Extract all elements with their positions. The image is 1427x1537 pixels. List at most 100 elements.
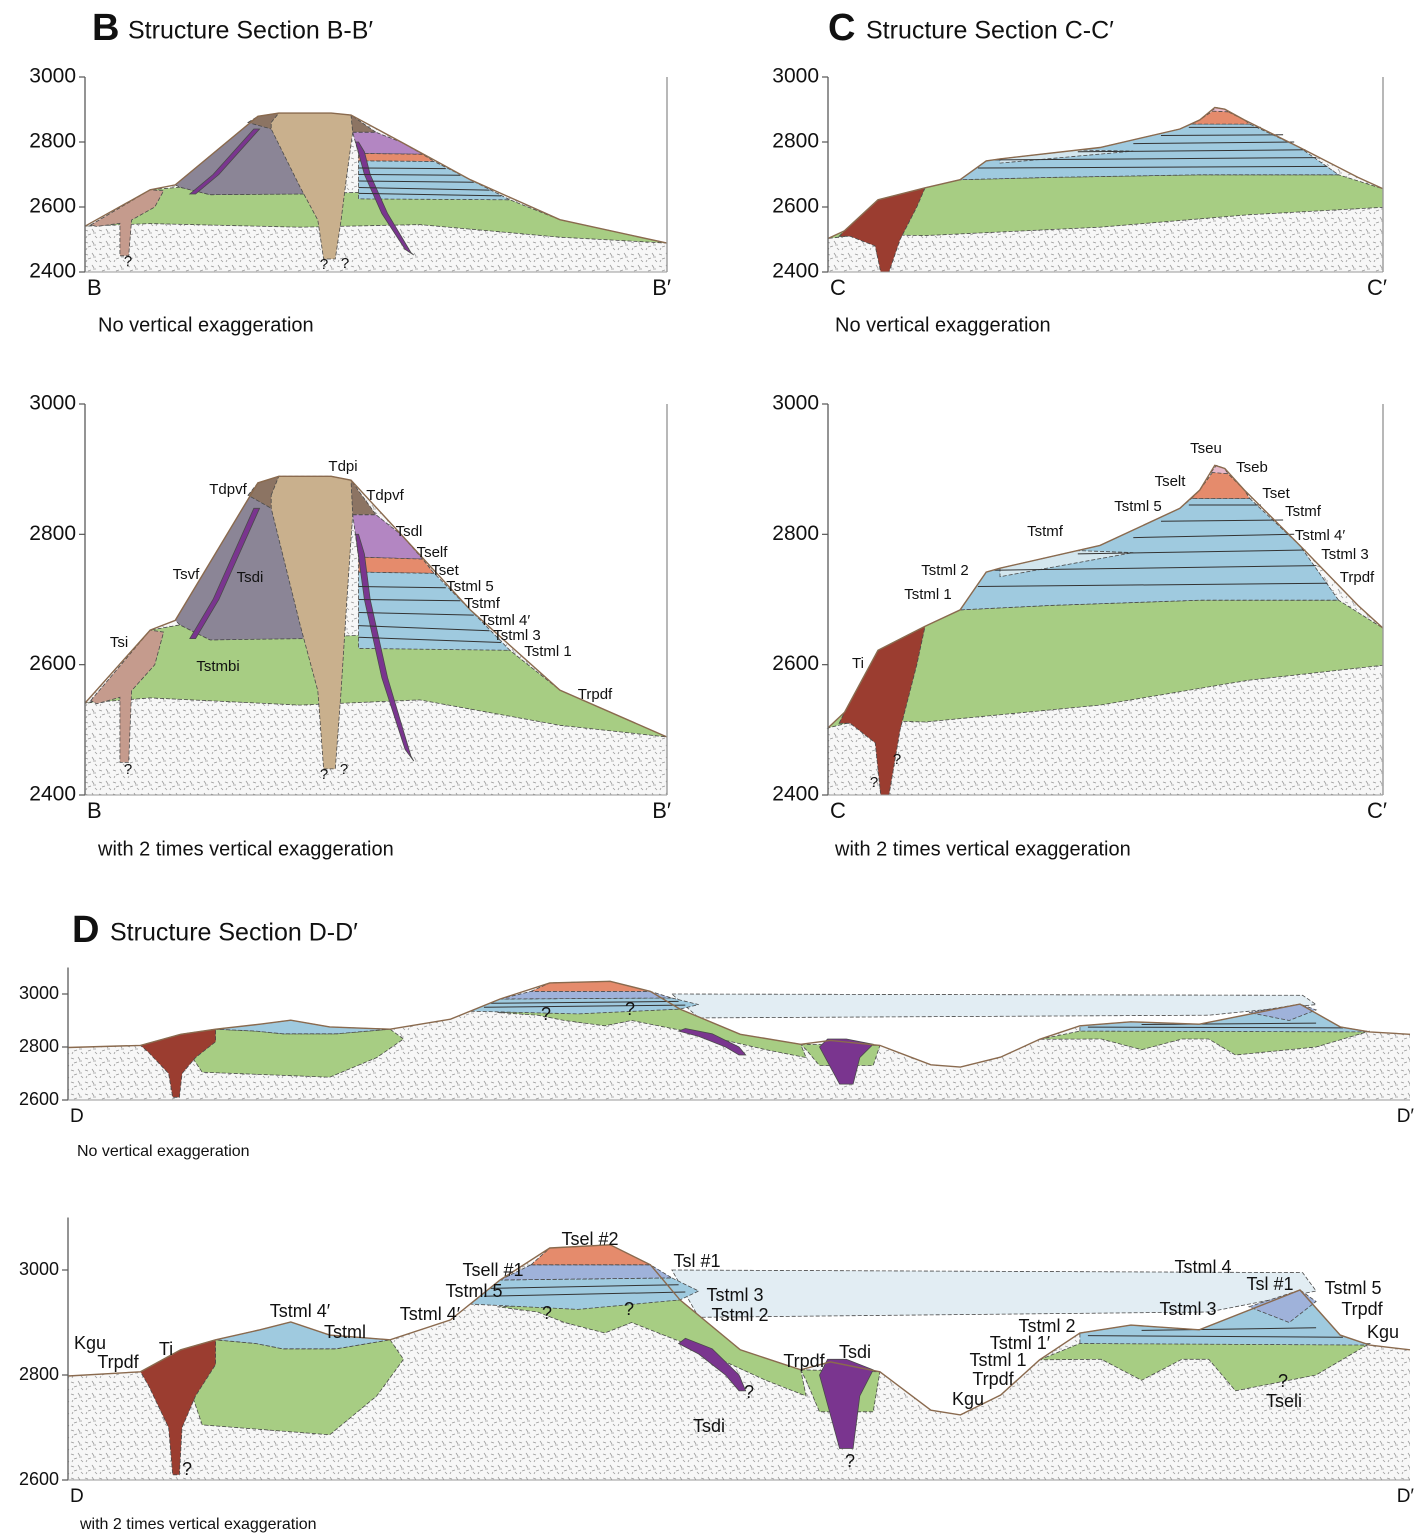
unit-label: Tsl #1 (673, 1251, 720, 1271)
unit-label: Tstmf (1027, 523, 1064, 540)
unit-label: Tstml 5 (1324, 1278, 1381, 1298)
unit-label: Tsdl (396, 523, 423, 540)
unit-label: Tstml 4′ (270, 1301, 331, 1321)
section-start: B (87, 798, 102, 823)
unit-label: ? (893, 751, 901, 768)
unit-label: Kgu (952, 1389, 984, 1409)
unit-label: Tset (431, 562, 459, 579)
rock-unit (960, 124, 1339, 180)
unit-label: ? (845, 1451, 855, 1471)
unit-label: Tstml 1 (524, 643, 572, 660)
panel-letter: B (92, 7, 119, 49)
y-tick-label: 2600 (772, 195, 819, 218)
y-tick-label: 3000 (772, 392, 819, 415)
section-end: C′ (1367, 798, 1387, 823)
unit-label: Tself (417, 544, 449, 561)
bedding-line (1161, 135, 1283, 136)
unit-label: Tstml 2 (711, 1305, 768, 1325)
y-tick-label: 2400 (772, 260, 819, 283)
unit-label: ? (624, 1299, 634, 1319)
unit-label: ? (541, 1004, 551, 1024)
unit-label: Trpdf (972, 1369, 1014, 1389)
unit-label: Tselt (1155, 473, 1187, 490)
unit-label: Ti (852, 655, 864, 672)
unit-label: Tstml 5 (446, 578, 494, 595)
bedding-line (359, 168, 446, 169)
unit-label: ? (124, 761, 132, 778)
unit-label: Tsdi (237, 569, 264, 586)
section-start: C (830, 275, 846, 300)
unit-label: Tstmf (1285, 503, 1322, 520)
y-tick-label: 2400 (772, 783, 819, 806)
y-tick-label: 2600 (29, 195, 76, 218)
unit-label: Kgu (74, 1333, 106, 1353)
unit-label: Tsi (110, 634, 128, 651)
section-end: D′ (1397, 1106, 1415, 1127)
unit-label: Tsvf (173, 566, 201, 583)
unit-label: Tdpvf (366, 487, 404, 504)
y-tick-label: 2800 (29, 522, 76, 545)
unit-label: ? (625, 999, 635, 1019)
rock-unit (672, 1270, 1316, 1317)
unit-label: ? (124, 253, 132, 270)
unit-label: ? (1278, 1371, 1288, 1391)
unit-label: Tstml 2 (921, 562, 969, 579)
panel-letter: C (828, 7, 855, 49)
y-tick-label: 3000 (19, 983, 59, 1003)
panel-title: Structure Section D-D′ (110, 919, 358, 947)
unit-label: Tset (1262, 485, 1290, 502)
unit-label: Tstml 3 (1321, 546, 1369, 563)
section-end: D′ (1397, 1486, 1415, 1507)
unit-label: Tdpi (328, 458, 357, 475)
y-tick-label: 2600 (29, 652, 76, 675)
unit-label: Trpdf (97, 1352, 139, 1372)
section-end: B′ (652, 798, 671, 823)
section-end: C′ (1367, 275, 1387, 300)
unit-label: Tsl #1 (1246, 1274, 1293, 1294)
bedding-line (359, 175, 461, 176)
y-tick-label: 2800 (29, 130, 76, 153)
unit-label: ? (320, 766, 328, 783)
unit-label: ? (320, 256, 328, 273)
unit-label: ? (744, 1382, 754, 1402)
section-start: C (830, 798, 846, 823)
y-tick-label: 3000 (29, 392, 76, 415)
figure: BStructure Section B-B′2400260028003000B… (0, 0, 1427, 1537)
unit-label: ? (542, 1303, 552, 1323)
unit-label: Trpdf (783, 1351, 825, 1371)
unit-label: ? (182, 1459, 192, 1479)
unit-label: Tstml 3 (493, 627, 541, 644)
y-tick-label: 2800 (772, 522, 819, 545)
unit-label: Tseli (1266, 1391, 1302, 1411)
section-start: B (87, 275, 102, 300)
y-tick-label: 3000 (29, 65, 76, 88)
unit-label: Tstml 1 (969, 1350, 1026, 1370)
caption: with 2 times vertical exaggeration (79, 1516, 317, 1533)
section-start: D (70, 1106, 84, 1127)
y-tick-label: 2600 (19, 1469, 59, 1489)
y-tick-label: 2800 (772, 130, 819, 153)
caption: No vertical exaggeration (77, 1143, 250, 1160)
panel-title: Structure Section C-C′ (866, 17, 1114, 45)
y-tick-label: 2600 (19, 1089, 59, 1109)
rock-unit (672, 994, 1316, 1018)
unit-label: Tstmbi (196, 658, 239, 675)
unit-label: Tsdi (693, 1416, 725, 1436)
section-start: D (70, 1486, 84, 1507)
unit-label: Tstml 4 (1174, 1257, 1231, 1277)
caption: with 2 times vertical exaggeration (834, 838, 1131, 860)
unit-label: Tstmf (464, 595, 501, 612)
y-tick-label: 3000 (19, 1259, 59, 1279)
y-tick-label: 2600 (772, 652, 819, 675)
unit-label: Trpdf (578, 686, 613, 703)
unit-label: Tstml 4′ (1295, 527, 1346, 544)
unit-label: ? (341, 255, 349, 272)
rock-unit (500, 991, 672, 999)
unit-label: Ti (159, 1339, 173, 1359)
unit-label: Tstml 3 (1159, 1299, 1216, 1319)
caption: No vertical exaggeration (98, 314, 314, 336)
section-end: B′ (652, 275, 671, 300)
unit-label: Tseu (1190, 440, 1222, 457)
panel-letter: D (72, 909, 99, 951)
unit-label: Tstml 1 (904, 586, 952, 603)
